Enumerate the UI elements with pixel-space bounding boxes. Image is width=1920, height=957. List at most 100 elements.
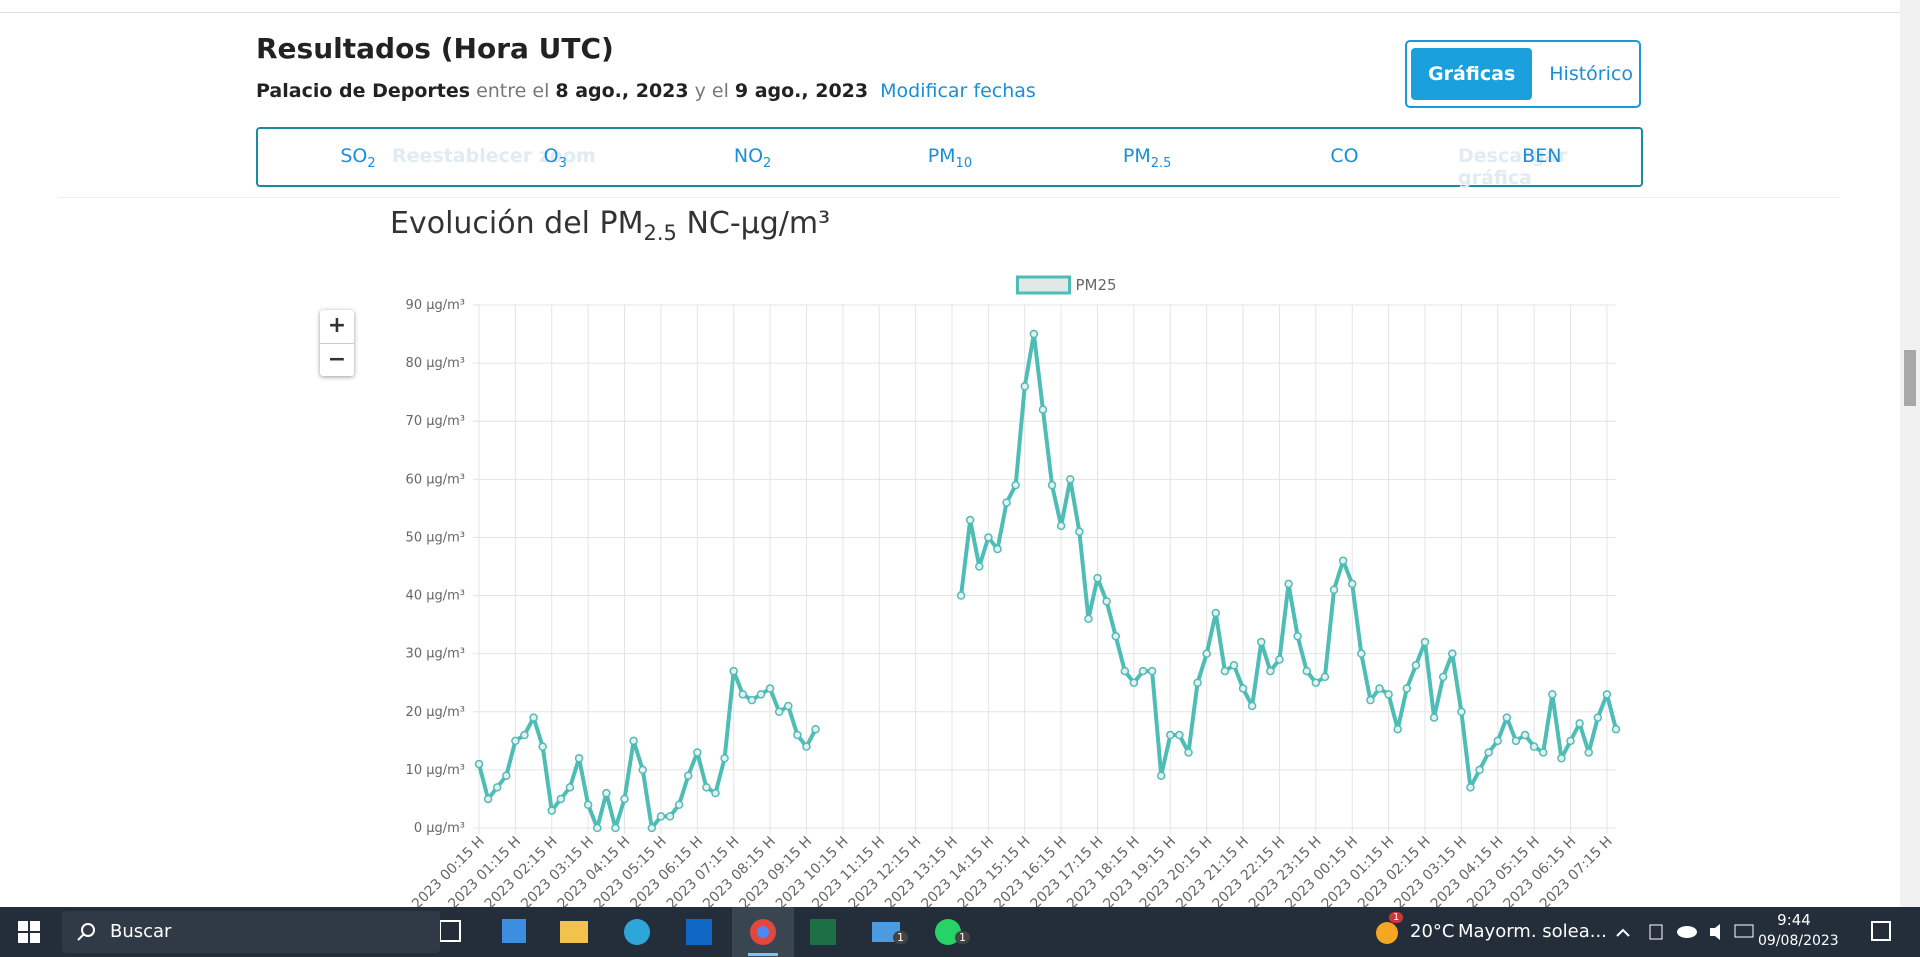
data-point — [1247, 701, 1257, 711]
pollutant-tab[interactable]: PM2.5 — [1123, 145, 1172, 171]
page-title: Resultados (Hora UTC) — [256, 32, 614, 65]
scrollbar — [1900, 0, 1920, 907]
y-tick-label: 20 µg/m³ — [406, 705, 465, 720]
data-point — [1475, 765, 1484, 775]
zoom-in[interactable]: + — [320, 310, 354, 344]
heading-text: Evolución del PM — [390, 206, 644, 241]
y-tick-label: 30 µg/m³ — [406, 647, 465, 662]
badge: 1 — [1389, 912, 1404, 923]
pollutant-tab[interactable]: O3 — [544, 145, 567, 171]
data-point — [1357, 649, 1366, 658]
data-point — [1120, 666, 1130, 676]
data-point — [1520, 730, 1530, 740]
start-button[interactable] — [18, 921, 40, 943]
data-point — [975, 562, 984, 571]
data-point — [683, 771, 693, 780]
reset-zoom[interactable]: Reestablecer zoom — [392, 145, 596, 167]
pollutant-tab[interactable]: PM10 — [928, 145, 972, 171]
data-point — [765, 684, 775, 693]
pollutant-tab[interactable]: CO — [1330, 145, 1358, 167]
tab-label: PM — [1122, 145, 1151, 167]
heading-sub: 2.5 — [643, 221, 677, 245]
clock-time: 9:44 — [1777, 911, 1811, 929]
heading-unit: NC-µg/m³ — [686, 206, 831, 241]
history-button[interactable]: Histórico — [1549, 63, 1633, 85]
divider — [58, 197, 1840, 198]
modify-link[interactable]: Modificar fechas — [880, 80, 1036, 102]
clock-date: 09/08/2023 — [1758, 933, 1839, 949]
pollutant-tab[interactable]: NO2 — [734, 145, 771, 171]
data-point — [1138, 666, 1148, 676]
data-point — [1320, 672, 1330, 682]
data-point — [1529, 742, 1539, 751]
data-point — [1411, 661, 1421, 670]
data-point — [1448, 649, 1457, 658]
data-point — [1193, 678, 1202, 687]
data-point — [984, 533, 993, 542]
notifications[interactable] — [1870, 920, 1894, 944]
station: Palacio de Deportes — [256, 80, 471, 102]
data-point — [1065, 475, 1075, 484]
data-point — [1284, 579, 1293, 589]
zoom-out[interactable]: − — [327, 347, 347, 372]
download-chart[interactable]: Descargar gráfica — [1458, 145, 1568, 189]
scroll-thumb[interactable] — [1904, 350, 1916, 406]
data-point — [1538, 748, 1548, 757]
data-point — [565, 783, 575, 792]
data-point — [556, 794, 566, 804]
data-point — [1457, 707, 1466, 717]
data-point — [1002, 498, 1011, 507]
date-from: 8 ago., 2023 — [555, 80, 689, 102]
data-point — [702, 783, 711, 792]
data-point — [1420, 637, 1430, 647]
data-point — [1111, 631, 1120, 641]
data-point — [1047, 480, 1057, 490]
data-point — [1466, 783, 1475, 792]
data-point — [1393, 724, 1402, 734]
data-point — [520, 730, 529, 740]
data-point — [511, 736, 520, 746]
charts-button[interactable]: Gráficas — [1411, 48, 1533, 100]
divider — [0, 12, 1900, 13]
y-tick-label: 10 µg/m³ — [406, 763, 465, 778]
data-point — [602, 788, 611, 798]
tab-label: BEN — [1522, 145, 1562, 167]
data-point — [502, 771, 511, 780]
data-point — [965, 515, 975, 525]
data-point — [1375, 684, 1384, 693]
data-point — [1384, 690, 1393, 699]
data-point — [574, 754, 584, 763]
data-point — [1338, 556, 1348, 565]
series-line — [959, 332, 1618, 790]
tab-subscript: 2.5 — [1150, 155, 1172, 171]
data-point — [592, 823, 602, 833]
data-point — [1038, 405, 1048, 414]
badge: 1 — [893, 931, 908, 944]
tab-subscript: 3 — [558, 155, 567, 171]
date-range: Palacio de Deportes entre el 8 ago., 2023 y… — [256, 80, 1036, 102]
data-point — [1511, 736, 1521, 746]
data-point — [1593, 713, 1603, 722]
chart-heading: Evolución del PM2.5 NC-µg/m³ — [390, 206, 830, 245]
pollutant-tab[interactable]: SO2 — [340, 145, 375, 171]
data-point — [1175, 730, 1184, 740]
date-to: 9 ago., 2023 — [734, 80, 869, 102]
data-point — [774, 707, 784, 717]
data-point — [729, 666, 738, 676]
data-point — [1347, 579, 1357, 589]
legend-label: PM25 — [1076, 276, 1117, 294]
data-point — [1229, 661, 1239, 670]
y-tick-label: 0 µg/m³ — [414, 821, 465, 836]
data-point — [1566, 736, 1575, 746]
y-tick-label: 50 µg/m³ — [406, 530, 465, 545]
tab-subscript: 10 — [955, 155, 973, 171]
pollutant-tab[interactable]: BEN — [1522, 145, 1561, 167]
data-point — [1557, 754, 1566, 763]
data-point — [1311, 678, 1321, 687]
data-point — [1302, 666, 1311, 676]
data-point — [1438, 672, 1448, 682]
search-box[interactable] — [62, 911, 440, 953]
data-point — [647, 823, 657, 833]
data-point — [1238, 684, 1248, 693]
